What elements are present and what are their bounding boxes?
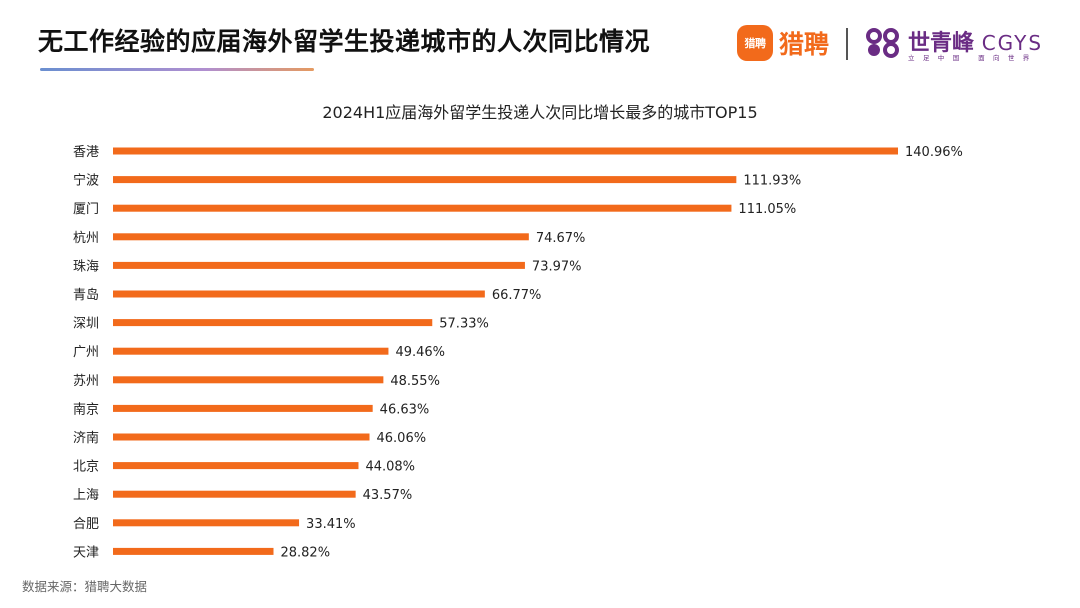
liepin-logo-text: 猎聘: [779, 30, 830, 59]
category-label: 香港: [73, 145, 99, 160]
bar: [113, 233, 529, 241]
data-label: 111.93%: [743, 174, 801, 189]
bar-chart: 香港 140.96% 宁波 111.93% 厦门 111.05% 杭州 74.67% 珠海 73.…: [73, 145, 963, 560]
cgys-logo-name-latin: CGYS: [981, 31, 1044, 55]
page-title: 无工作经验的应届海外留学生投递城市的人次同比情况: [38, 27, 651, 56]
data-label: 33.41%: [306, 517, 356, 532]
data-label: 49.46%: [395, 345, 445, 360]
source-note: 数据来源：猎聘大数据: [22, 579, 148, 594]
category-label: 广州: [73, 345, 99, 360]
cgys-logo-name: 世青峰 CGYS: [908, 25, 1043, 57]
logo-divider: [846, 28, 848, 60]
category-label: 天津: [73, 545, 99, 560]
category-label: 苏州: [73, 373, 99, 389]
bar: [113, 462, 359, 470]
data-label: 74.67%: [536, 231, 586, 246]
category-label: 厦门: [73, 202, 99, 217]
data-label: 73.97%: [532, 259, 582, 274]
category-label: 珠海: [73, 259, 99, 274]
data-label: 43.57%: [363, 488, 413, 503]
bar: [113, 147, 898, 155]
bar: [113, 176, 737, 184]
bar: [113, 261, 525, 269]
data-label: 48.55%: [390, 374, 440, 389]
cgys-logo-icon: [866, 28, 899, 58]
liepin-logo-icon: 猎聘: [737, 25, 773, 61]
bar: [113, 519, 300, 527]
category-label: 杭州: [73, 231, 99, 246]
bar: [113, 490, 356, 498]
bar: [113, 347, 389, 355]
title-underline: [40, 68, 314, 71]
liepin-logo: 猎聘 猎聘: [737, 25, 829, 61]
data-label: 111.05%: [738, 202, 796, 217]
category-label: 宁波: [73, 173, 99, 189]
bar: [113, 376, 384, 384]
data-label: 44.08%: [365, 460, 415, 475]
data-label: 28.82%: [280, 545, 330, 560]
category-label: 南京: [73, 401, 99, 417]
bar: [113, 204, 732, 212]
bar: [113, 433, 370, 441]
category-label: 上海: [73, 488, 99, 503]
data-label: 46.06%: [377, 431, 427, 446]
category-label: 深圳: [73, 317, 99, 332]
bar: [113, 319, 433, 327]
category-label: 济南: [73, 430, 99, 446]
data-label: 57.33%: [439, 317, 489, 332]
category-label: 北京: [73, 460, 99, 475]
data-label: 66.77%: [492, 288, 542, 303]
cgys-logo-name-cn: 世青峰: [908, 31, 975, 56]
bar: [113, 404, 373, 412]
data-label: 140.96%: [905, 145, 963, 160]
data-label: 46.63%: [380, 402, 430, 417]
bar: [113, 547, 274, 555]
category-label: 青岛: [73, 287, 99, 303]
chart-title: 2024H1应届海外留学生投递人次同比增长最多的城市TOP15: [322, 103, 758, 122]
category-label: 合肥: [73, 517, 99, 532]
cgys-logo-tagline: 立足中国 面向世界: [908, 54, 1038, 62]
bar: [113, 290, 485, 298]
